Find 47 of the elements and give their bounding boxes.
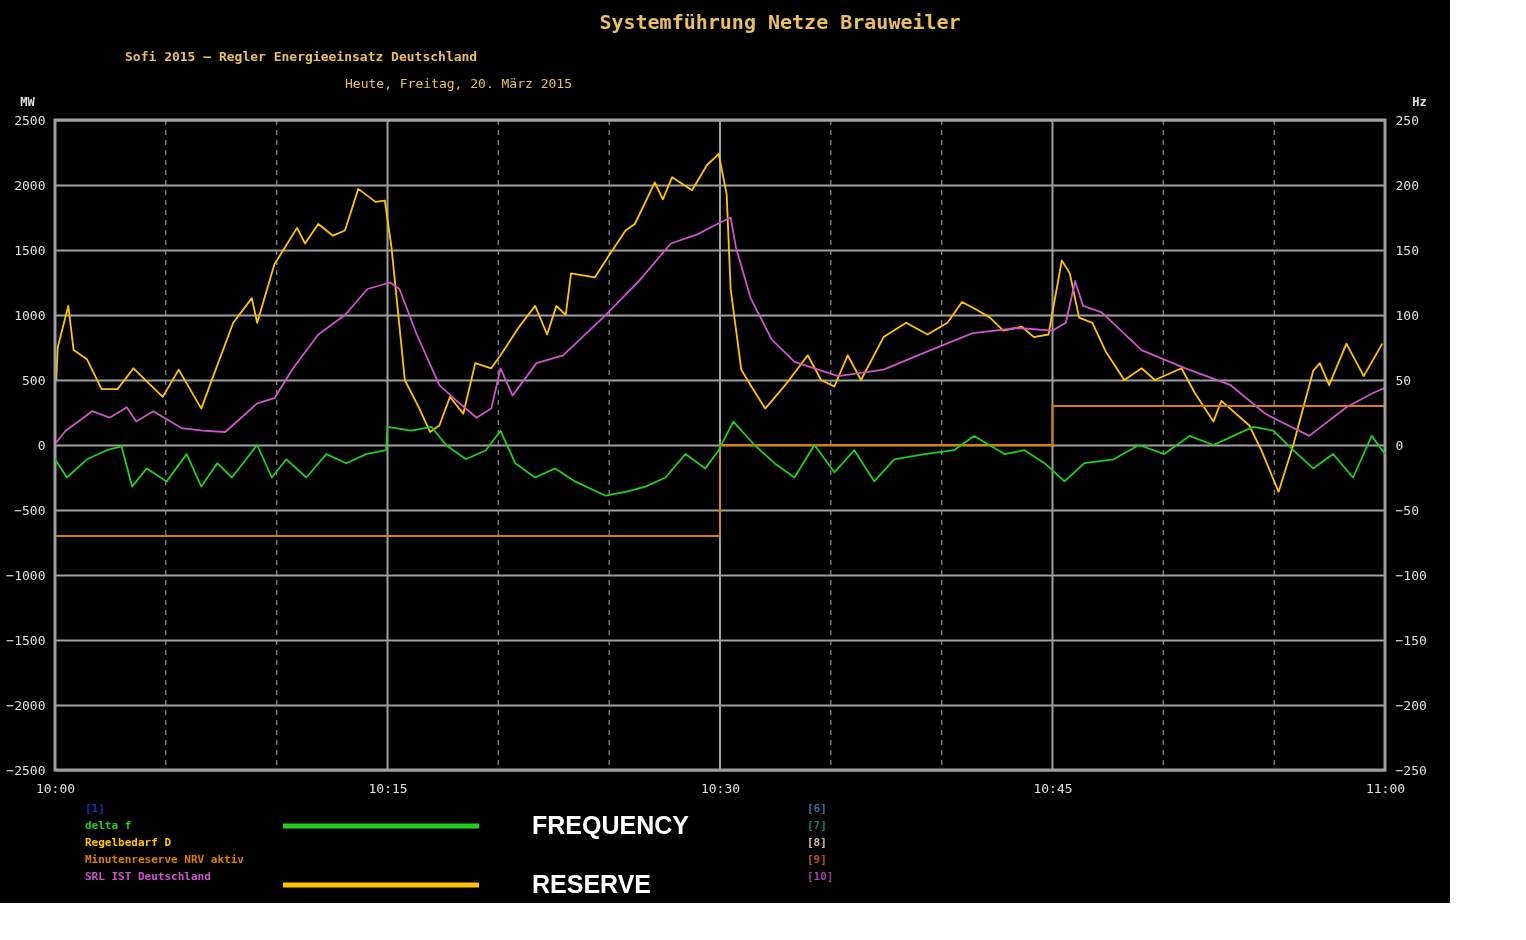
text: Regelbedarf D (85, 836, 172, 849)
x-tick-label: 10:45 (1033, 780, 1073, 796)
text: FREQUENCY (532, 811, 690, 839)
y2-tick-label: 0 (1395, 437, 1404, 453)
y-tick-label: −1000 (6, 567, 46, 583)
y2-tick-label: −100 (1395, 567, 1427, 583)
text: Heute, Freitag, 20. März 2015 (345, 76, 572, 91)
text: [10] (807, 870, 834, 883)
y2-tick-label: 250 (1395, 112, 1419, 128)
chart-subtitle: Sofi 2015 – Regler Energieeinsatz Deutschland (125, 49, 478, 64)
y2-tick-label: 100 (1395, 307, 1419, 323)
y2-axis-title: Hz (1412, 94, 1427, 109)
y-tick-label: 500 (22, 372, 46, 388)
y2-tick-label: 200 (1395, 177, 1419, 193)
y-tick-label: 0 (37, 437, 46, 453)
line-series (55, 152, 1384, 493)
text: [7] (807, 819, 827, 832)
y-tick-label: 1000 (14, 307, 46, 323)
x-tick-label: 10:15 (368, 780, 408, 796)
line-series (54, 420, 1386, 497)
x-tick-label: 10:00 (35, 780, 76, 796)
y-tick-label: −2500 (6, 762, 46, 778)
y-tick-label: −500 (14, 502, 46, 518)
y-tick-label: 2000 (14, 177, 46, 193)
y2-tick-label: 150 (1395, 242, 1419, 258)
y2-tick-label: −50 (1395, 502, 1419, 518)
text: [6] (807, 802, 827, 815)
y2-tick-label: 50 (1395, 372, 1412, 388)
y2-tick-label: −250 (1395, 762, 1427, 778)
text: delta f (85, 819, 132, 832)
x-tick-label: 11:00 (1365, 780, 1406, 796)
line-series (55, 216, 1386, 444)
text: [1] (85, 802, 105, 815)
y2-tick-label: −200 (1395, 697, 1427, 713)
y-tick-label: −2000 (6, 697, 46, 713)
text: Minutenreserve NRV aktiv (85, 853, 245, 866)
y-tick-label: 1500 (14, 242, 46, 258)
chart-title: Systemführung Netze Brauweiler (599, 10, 961, 34)
y-axis-title: MW (20, 94, 36, 109)
text: [9] (807, 853, 827, 866)
y2-tick-label: −150 (1395, 632, 1427, 648)
x-tick-label: 10:30 (700, 780, 741, 796)
text: [8] (807, 836, 827, 849)
y-tick-label: 2500 (14, 112, 46, 128)
y-tick-label: −1500 (6, 632, 46, 648)
text: RESERVE (532, 870, 652, 898)
text: SRL IST Deutschland (85, 870, 211, 883)
